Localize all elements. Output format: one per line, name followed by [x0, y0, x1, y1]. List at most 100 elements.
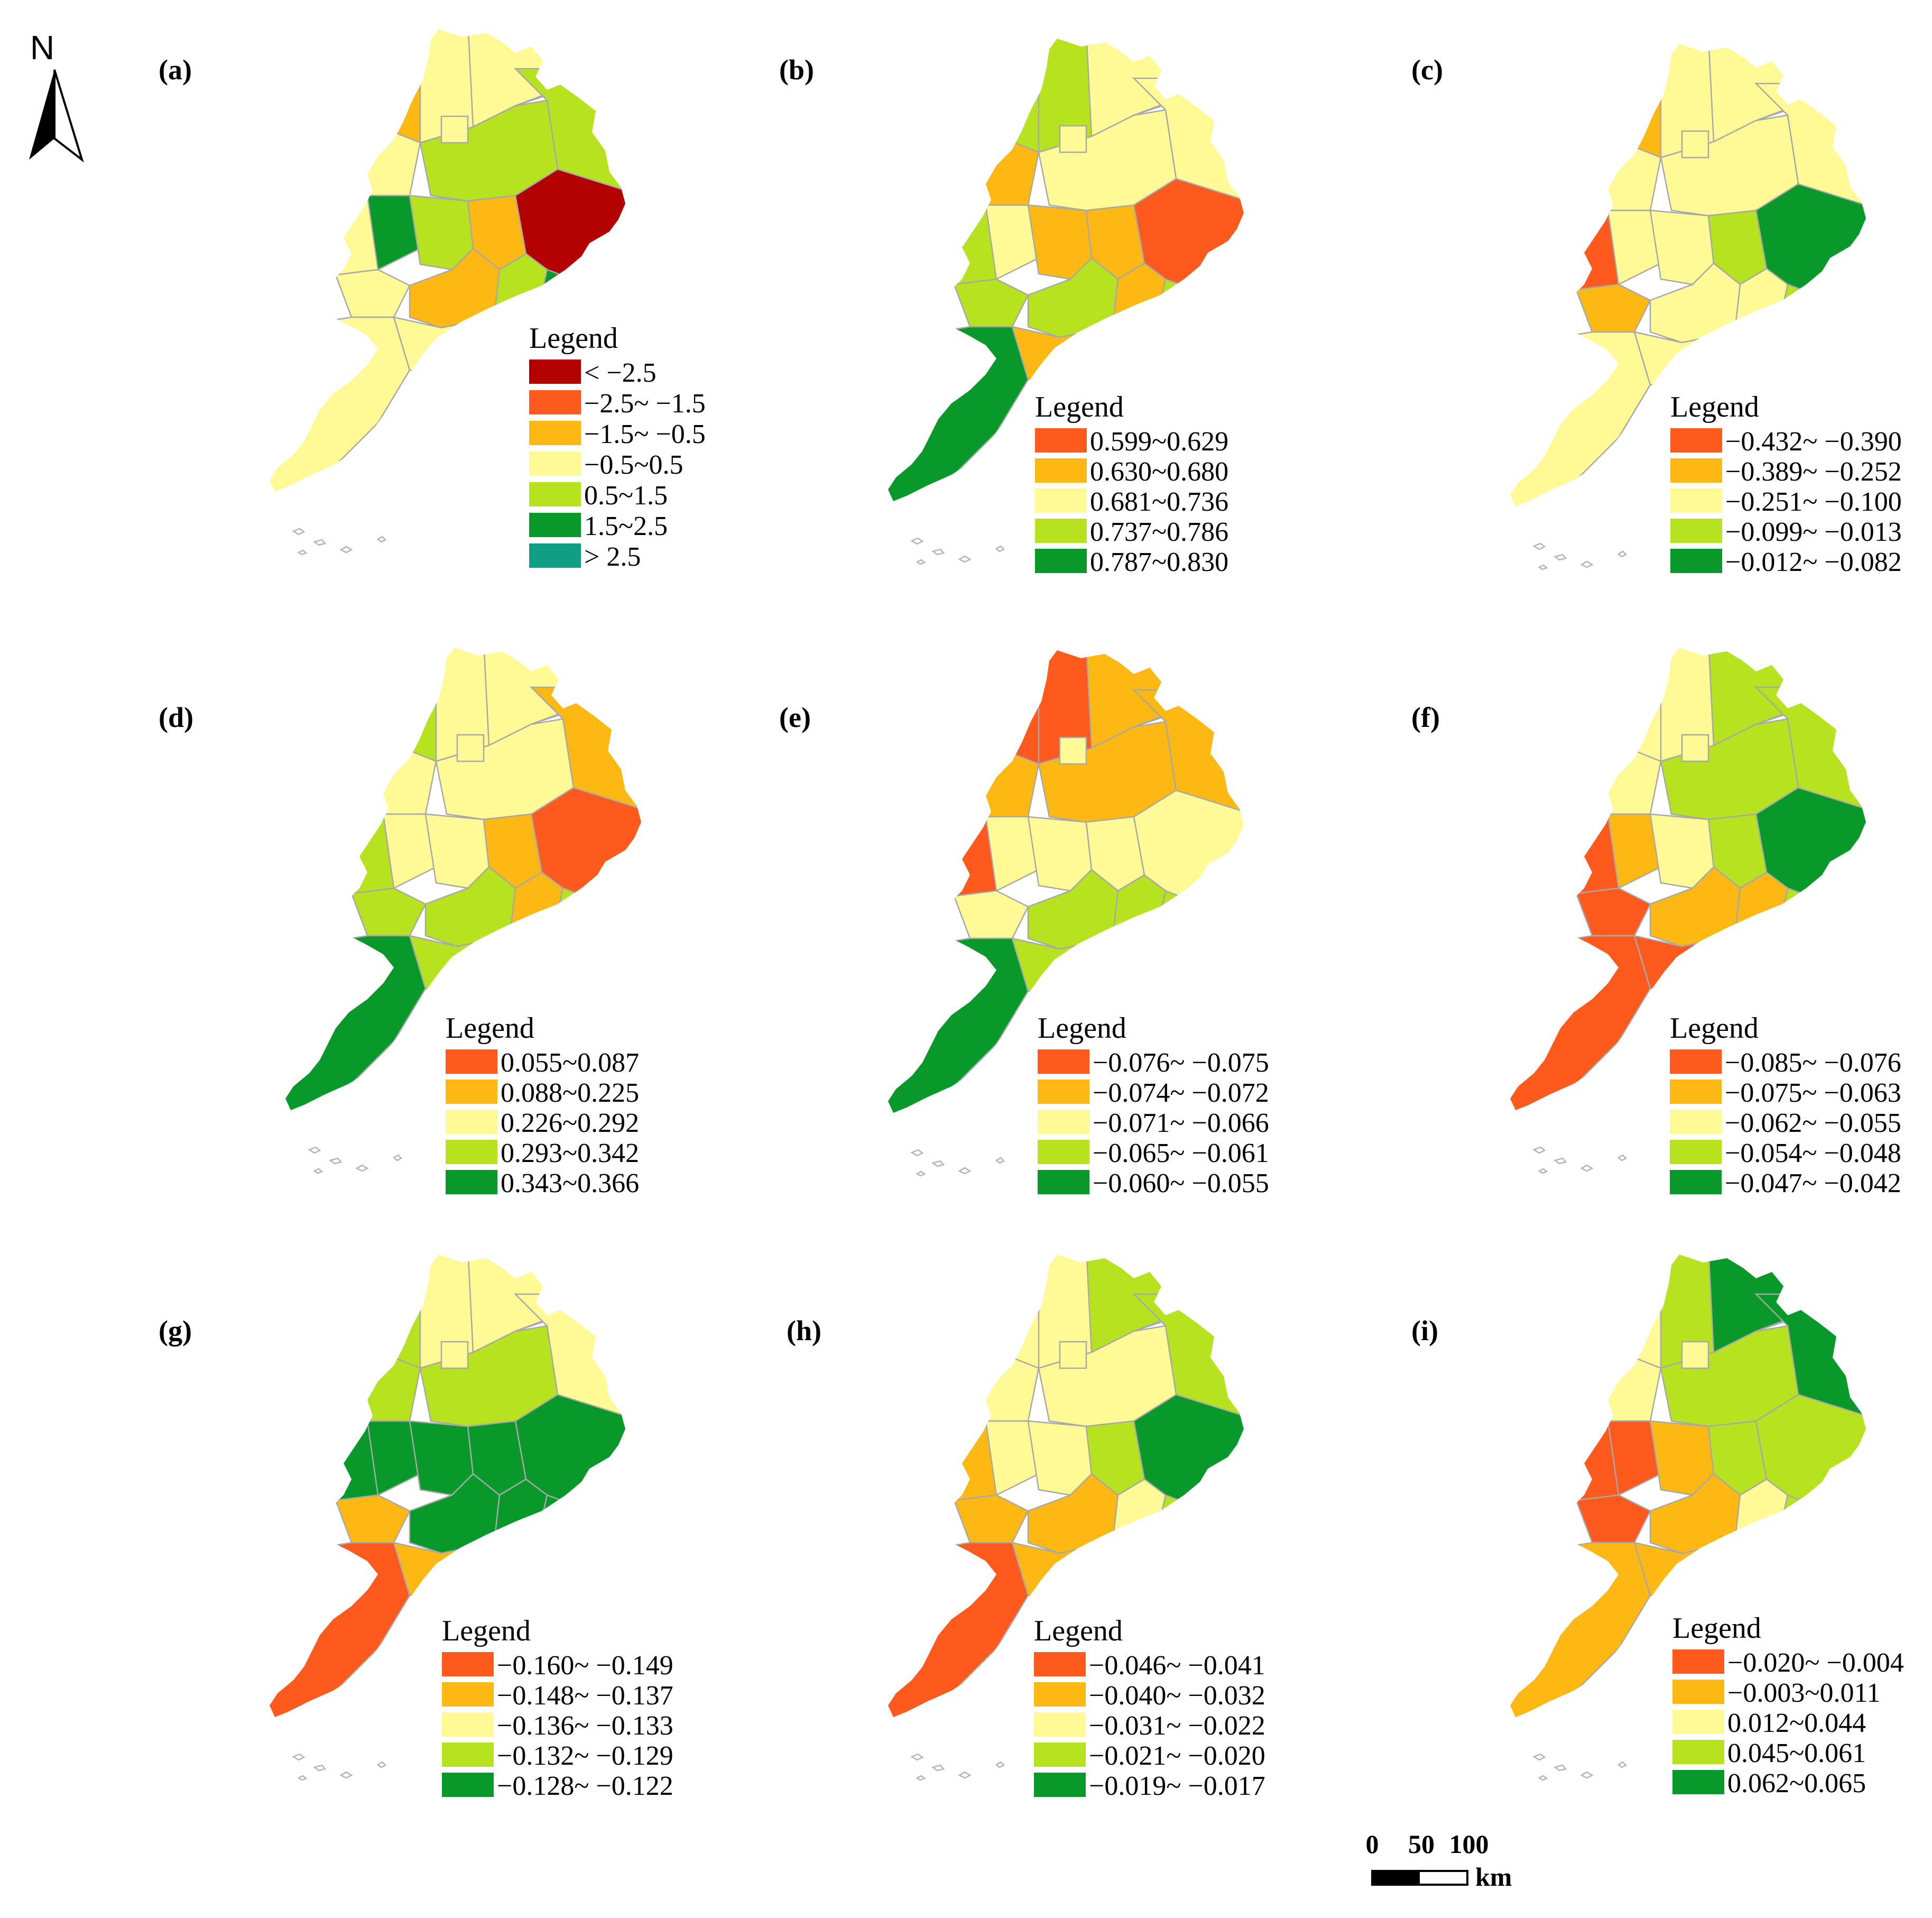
panel-label: (h) — [787, 1315, 821, 1347]
map-region — [270, 1542, 411, 1717]
map-region — [1681, 734, 1709, 762]
legend-class-label: −1.5~ −0.5 — [584, 419, 706, 449]
legend-class-label: 0.787~0.830 — [1090, 547, 1228, 577]
legend-class-label: 0.681~0.736 — [1090, 487, 1228, 517]
legend-swatch — [1038, 1110, 1089, 1134]
legend-class-label: −0.432~ −0.390 — [1725, 427, 1902, 457]
map-region — [1755, 787, 1866, 937]
legend-swatch — [1672, 1680, 1724, 1704]
map-panels: (a)Legend< −2.5−2.5~ −1.5−1.5~ −0.5−0.5~… — [159, 29, 1904, 1801]
legend-class-label: −0.060~ −0.055 — [1093, 1168, 1269, 1198]
island-outline — [958, 1771, 972, 1779]
legend-class-label: −0.019~ −0.017 — [1089, 1771, 1265, 1801]
legend-title: Legend — [1038, 1012, 1126, 1045]
legend-class-label: −0.132~ −0.129 — [497, 1741, 673, 1771]
map-region — [1112, 1542, 1230, 1607]
island-outline — [1532, 1146, 1546, 1154]
legend-class-label: −0.003~0.011 — [1727, 1678, 1881, 1708]
map-region — [530, 787, 641, 937]
island-outline — [1617, 1761, 1628, 1768]
panel-label: (e) — [779, 702, 811, 733]
scale-unit: km — [1475, 1862, 1512, 1892]
legend-class-label: −0.065~ −0.061 — [1093, 1138, 1269, 1168]
legend-swatch — [1672, 1710, 1724, 1734]
map-region — [1734, 1542, 1852, 1607]
island-outline — [931, 1764, 945, 1772]
legend-class-label: −0.075~ −0.063 — [1725, 1078, 1901, 1108]
island-outline — [376, 1761, 387, 1768]
island-outline — [313, 1764, 327, 1772]
legend-class-label: 0.088~0.225 — [501, 1078, 639, 1108]
map-region — [1575, 887, 1651, 937]
scale-tick-label: 50 — [1408, 1829, 1435, 1859]
map-region — [493, 1542, 611, 1607]
legend-class-label: 1.5~2.5 — [584, 511, 668, 541]
north-arrow-left-half — [29, 70, 54, 160]
legend-swatch — [529, 390, 581, 414]
map-region — [1776, 1494, 1866, 1575]
island-outline — [916, 1775, 926, 1781]
island-outline — [313, 1168, 323, 1174]
map-region — [953, 278, 1029, 328]
map-panel: (b) Legend 0.599~0.6290.630~0.6800.681~0.7… — [779, 39, 1244, 577]
island-outline — [1538, 1775, 1548, 1781]
legend-class-label: 0.630~0.680 — [1090, 457, 1228, 487]
panel-label: (g) — [159, 1315, 192, 1347]
legend-title: Legend — [529, 322, 618, 355]
map-region — [888, 1542, 1029, 1717]
map-region — [1133, 1394, 1244, 1544]
map-region — [888, 937, 1029, 1113]
island-outline — [1580, 1164, 1594, 1172]
legend-swatch — [1038, 1170, 1089, 1194]
legend-swatch — [529, 359, 581, 384]
map-region — [440, 115, 469, 144]
map-region — [1154, 278, 1244, 359]
north-letter: N — [30, 29, 54, 67]
legend-swatch — [446, 1049, 497, 1074]
legend-class-label: −0.136~ −0.133 — [497, 1711, 673, 1741]
legend-title: Legend — [1035, 391, 1124, 423]
map-region — [1575, 1494, 1651, 1544]
legend-swatch — [442, 1652, 494, 1676]
legend-class-label: −0.062~ −0.055 — [1725, 1108, 1901, 1138]
map-region — [1133, 789, 1244, 940]
panel-label: (c) — [1411, 54, 1443, 86]
island-outline — [995, 1761, 1005, 1768]
island-outline — [355, 1164, 369, 1172]
map-region — [1755, 1394, 1866, 1544]
legend-swatch — [446, 1110, 497, 1134]
north-arrow: N — [29, 29, 84, 163]
map-panel: (g) Legend−0.160~ −0.149−0.148~ −0.137−0.… — [159, 1255, 673, 1801]
island-outline — [392, 1154, 403, 1161]
map-region — [1734, 935, 1852, 1000]
panel-label: (i) — [1411, 1315, 1438, 1347]
map-region — [551, 887, 641, 969]
island-outline — [1554, 1764, 1567, 1772]
map-panel: (a) Legend< −2.5−2.5~ −1.5−1.5~ −0.5−0.5~… — [159, 29, 706, 572]
legend-class-label: −0.085~ −0.076 — [1725, 1048, 1901, 1078]
map-legend: Legend−0.160~ −0.149−0.148~ −0.137−0.136… — [442, 1615, 673, 1801]
map-region — [270, 316, 411, 492]
map-panel: (f)Legend−0.085~ −0.076−0.075~ −0.063−0.… — [1411, 648, 1901, 1198]
island-outline — [1532, 542, 1546, 550]
map-legend: Legend0.055~0.0870.088~0.2250.226~0.2920… — [446, 1012, 639, 1198]
scale-tick-label: 0 — [1366, 1829, 1379, 1859]
island-outline — [313, 539, 327, 546]
map-region — [888, 326, 1029, 501]
island-outline — [339, 1771, 353, 1779]
legend-title: Legend — [1034, 1615, 1123, 1647]
map-region — [1059, 1341, 1087, 1369]
map-region — [335, 1494, 411, 1544]
map-legend: Legend−0.085~ −0.076−0.075~ −0.063−0.062… — [1670, 1012, 1901, 1198]
legend-class-label: −0.047~ −0.042 — [1725, 1168, 1901, 1198]
legend-class-label: −2.5~ −1.5 — [584, 389, 706, 419]
map-region — [1776, 887, 1866, 969]
map-legend: Legend−0.046~ −0.041−0.040~ −0.032−0.031… — [1034, 1615, 1265, 1801]
map-region — [916, 1420, 997, 1501]
legend-swatch — [529, 451, 581, 476]
legend-swatch — [442, 1742, 494, 1767]
legend-swatch — [442, 1773, 494, 1797]
map-region — [916, 204, 997, 285]
map-region — [440, 1341, 469, 1369]
